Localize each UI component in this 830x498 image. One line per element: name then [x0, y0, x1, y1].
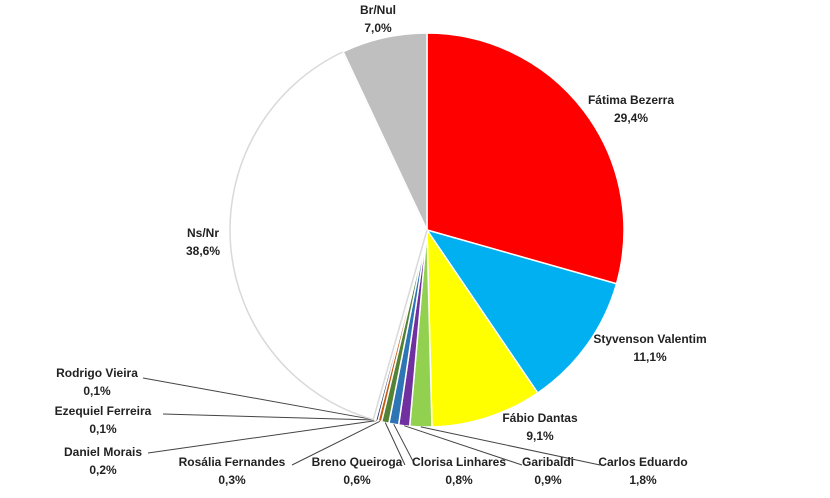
slice-value-label: 0,9%: [534, 473, 562, 487]
leader-line: [393, 423, 416, 466]
slice-value-label: 9,1%: [526, 429, 554, 443]
pie-slice: [342, 32, 428, 231]
leader-line: [403, 425, 523, 466]
slice-label: Breno Queiroga: [312, 455, 403, 469]
leader-line: [147, 420, 377, 454]
slice-value-label: 0,1%: [83, 384, 111, 398]
leader-line: [291, 420, 381, 466]
leader-line: [420, 426, 601, 466]
slice-label: Fátima Bezerra: [588, 93, 674, 107]
pie-slice: [426, 227, 539, 428]
slice-value-label: 0,2%: [89, 463, 117, 477]
pie-slice: [229, 50, 428, 421]
slice-value-label: 1,8%: [629, 473, 657, 487]
slice-value-label: 7,0%: [364, 21, 392, 35]
slice-label: Ezequiel Ferreira: [55, 404, 152, 418]
slice-value-label: 29,4%: [614, 111, 648, 125]
slice-value-label: 0,1%: [89, 422, 117, 436]
slice-label: Fábio Dantas: [502, 411, 578, 425]
pie-slice: [426, 32, 625, 285]
slice-label: Ns/Nr: [187, 226, 219, 240]
leader-line: [162, 413, 376, 421]
pie-slice: [425, 228, 618, 394]
slice-value-label: 0,8%: [445, 473, 473, 487]
slice-value-label: 11,1%: [633, 350, 667, 364]
slice-label: Rodrigo Vieira: [56, 366, 138, 380]
slice-value-label: 38,6%: [186, 244, 220, 258]
leader-line: [142, 377, 374, 421]
slice-value-label: 0,3%: [218, 473, 246, 487]
slice-label: Br/Nul: [360, 3, 396, 17]
slice-label: Clorisa Linhares: [412, 455, 506, 469]
slice-label: Carlos Eduardo: [598, 455, 687, 469]
slice-label: Styvenson Valentim: [593, 332, 706, 346]
slice-label: Rosália Fernandes: [179, 455, 286, 469]
slice-value-label: 0,6%: [343, 473, 371, 487]
slice-label: Daniel Morais: [64, 445, 142, 459]
slice-label: Garibaldi: [522, 455, 574, 469]
leader-line: [384, 422, 406, 466]
